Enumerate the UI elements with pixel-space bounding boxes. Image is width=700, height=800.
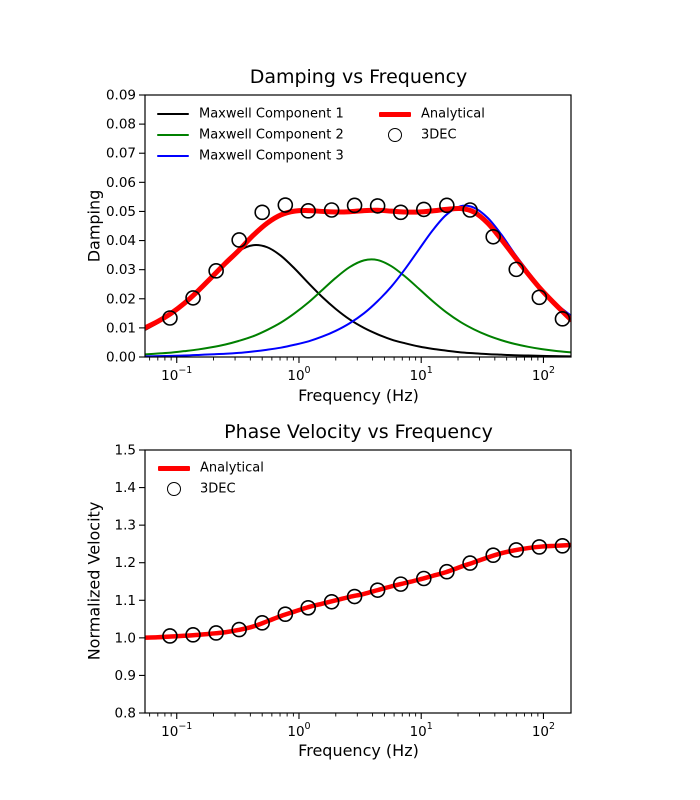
scatter-3dec	[162, 197, 571, 327]
data-point-3dec	[323, 202, 340, 218]
y-tick-label: 0.01	[106, 320, 136, 336]
bottom-chart-title: Phase Velocity vs Frequency	[224, 421, 493, 443]
y-tick-label: 1.0	[115, 630, 136, 646]
legend-label-analytical: Analytical	[421, 106, 485, 122]
data-point-3dec	[162, 310, 178, 326]
x-tick-label: 101	[410, 365, 433, 384]
y-tick-label: 0.04	[106, 233, 136, 249]
data-point-3dec	[208, 625, 224, 641]
y-tick-label: 0.07	[106, 146, 136, 162]
y-tick-label: 0.03	[106, 262, 136, 278]
data-point-3dec	[462, 202, 478, 218]
legend-marker-3dec	[388, 128, 402, 142]
data-point-3dec	[439, 197, 455, 214]
y-tick-label: 0.00	[106, 350, 136, 366]
x-tick-label: 10−1	[161, 365, 192, 384]
data-point-3dec	[254, 615, 270, 631]
legend-line-sample-maxwell-component-2	[157, 134, 189, 136]
data-point-3dec	[231, 621, 247, 638]
legend-line-sample-maxwell-component-3	[157, 155, 189, 157]
data-point-3dec	[508, 542, 525, 558]
legend-label-maxwell-component-2: Maxwell Component 2	[199, 127, 344, 143]
data-point-3dec	[369, 198, 386, 214]
x-tick-label: 101	[410, 721, 433, 740]
legend-label-maxwell-component-1: Maxwell Component 1	[199, 106, 344, 122]
data-point-3dec	[554, 311, 571, 327]
legend-label-3dec: 3DEC	[421, 127, 457, 143]
top-chart-title: Damping vs Frequency	[249, 66, 468, 88]
data-point-3dec	[231, 232, 247, 248]
data-point-3dec	[300, 203, 317, 219]
legend-label-maxwell-component-3: Maxwell Component 3	[199, 148, 344, 164]
y-axis-ticks: 0.00 0.01 0.02 0.03 0.04 0.05 0.06 0.07 0.08 0.09	[106, 88, 145, 366]
data-point-3dec	[346, 197, 363, 214]
x-tick-label: 102	[532, 365, 555, 384]
y-tick-label: 1.4	[115, 480, 136, 496]
data-point-3dec	[323, 593, 340, 610]
data-point-3dec	[277, 606, 294, 622]
top-xaxis-label: Frequency (Hz)	[298, 386, 419, 405]
y-tick-label: 1.2	[115, 555, 136, 571]
y-tick-label: 0.08	[106, 117, 136, 133]
y-tick-label: 0.05	[106, 204, 136, 220]
legend-line-sample-maxwell-component-1	[157, 113, 189, 115]
series-maxwell-component-2	[145, 258, 571, 356]
axes-spines	[144, 94, 572, 358]
y-tick-label: 1.1	[115, 593, 136, 609]
data-point-3dec	[416, 201, 432, 218]
bottom-yaxis-label: Normalized Velocity	[84, 501, 104, 661]
data-point-3dec	[439, 563, 455, 580]
legend-label-3dec: 3DEC	[200, 481, 236, 497]
data-point-3dec	[185, 627, 201, 643]
series-maxwell-component-3	[145, 204, 571, 357]
y-axis-ticks: 0.8 0.9 1.0 1.1 1.2 1.3 1.4 1.5	[115, 443, 145, 722]
y-tick-label: 1.5	[115, 443, 136, 459]
y-tick-label: 1.3	[115, 518, 136, 534]
bottom-xaxis-label: Frequency (Hz)	[298, 741, 419, 760]
legend-line-sample-analytical	[379, 111, 411, 117]
x-axis-ticks: 10−1 100 101 102	[149, 357, 555, 384]
data-point-3dec	[554, 538, 571, 554]
top-yaxis-label: Damping	[84, 189, 104, 263]
data-point-3dec	[369, 582, 386, 598]
data-point-3dec	[485, 547, 502, 564]
axes-spines	[144, 449, 572, 714]
legend-marker-3dec	[167, 482, 181, 496]
data-point-3dec	[392, 204, 409, 221]
y-tick-label: 0.9	[115, 668, 136, 684]
data-point-3dec	[462, 555, 478, 571]
legend-line-sample-analytical	[158, 465, 190, 471]
data-point-3dec	[185, 290, 201, 306]
data-point-3dec	[254, 204, 270, 221]
y-tick-label: 0.8	[115, 706, 136, 722]
data-point-3dec	[392, 576, 409, 592]
data-point-3dec	[300, 599, 317, 616]
x-tick-label: 100	[287, 365, 310, 384]
y-tick-label: 0.06	[106, 175, 136, 191]
data-point-3dec	[346, 588, 363, 605]
y-tick-label: 0.02	[106, 291, 136, 307]
data-point-3dec	[277, 197, 294, 213]
x-tick-label: 100	[287, 721, 310, 740]
data-point-3dec	[508, 261, 525, 278]
x-tick-label: 102	[532, 721, 555, 740]
x-axis-ticks: 10−1 100 101 102	[149, 713, 555, 740]
data-point-3dec	[162, 628, 178, 644]
data-point-3dec	[485, 228, 502, 245]
legend-label-analytical: Analytical	[200, 460, 264, 476]
series-analytical	[145, 542, 571, 640]
data-point-3dec	[416, 570, 432, 587]
data-point-3dec	[531, 289, 548, 306]
bottom-chart: 10−1 100 101 102 0.8 0.9 1.0 1.1 1.2 1.3 1.4 1.5	[115, 443, 572, 740]
data-point-3dec	[208, 263, 224, 279]
x-tick-label: 10−1	[161, 721, 192, 740]
y-tick-label: 0.09	[106, 88, 136, 104]
data-point-3dec	[531, 539, 548, 555]
scatter-3dec	[162, 538, 571, 644]
